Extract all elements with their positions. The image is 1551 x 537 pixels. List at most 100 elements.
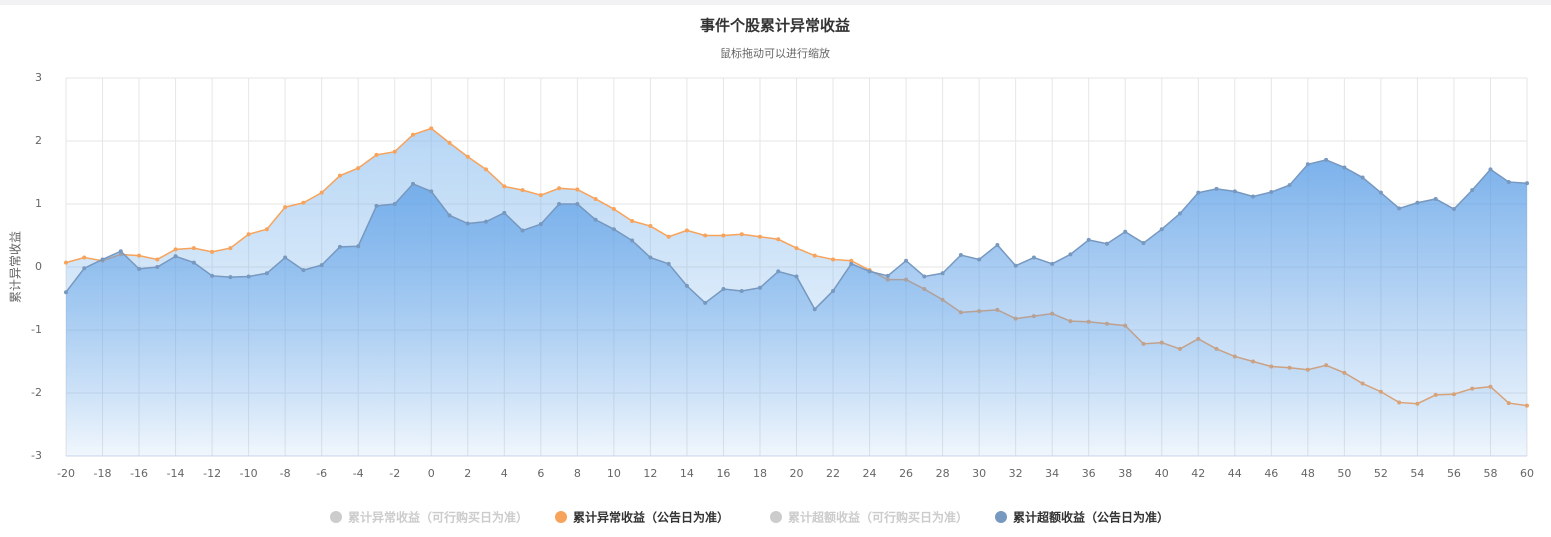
point [1086, 237, 1091, 242]
point [484, 219, 489, 224]
point [173, 247, 178, 252]
x-tick-label: 20 [790, 467, 804, 480]
point [1141, 241, 1146, 246]
legend-marker [330, 511, 342, 523]
legend-label[interactable]: 累计超额收益（公告日为准） [1013, 510, 1169, 525]
x-tick-label: -4 [353, 467, 364, 480]
x-tick-label: 34 [1045, 467, 1059, 480]
x-tick-label: -10 [240, 467, 258, 480]
point [246, 274, 251, 279]
legend-marker [995, 511, 1007, 523]
point [630, 238, 635, 243]
point [849, 258, 854, 263]
point [867, 269, 872, 274]
legend-label[interactable]: 累计异常收益（可行购买日为准） [348, 510, 528, 525]
x-tick-label: 38 [1118, 467, 1132, 480]
point [812, 307, 817, 312]
point [246, 232, 251, 237]
point [502, 184, 507, 189]
point [1013, 263, 1018, 268]
point [155, 265, 160, 269]
point [739, 232, 744, 237]
point [429, 189, 434, 194]
point [1104, 241, 1109, 246]
point [1342, 165, 1347, 170]
y-tick-label: 0 [35, 260, 42, 273]
legend-label[interactable]: 累计超额收益（可行购买日为准） [788, 510, 968, 525]
area [66, 159, 1527, 456]
point [191, 246, 196, 251]
point [155, 257, 160, 262]
point [1050, 261, 1055, 266]
y-tick-label: -1 [31, 323, 42, 336]
x-tick-label: 24 [863, 467, 877, 480]
point [794, 274, 799, 279]
point [1251, 194, 1256, 199]
point [666, 234, 671, 239]
point [1031, 255, 1036, 260]
point [82, 266, 87, 271]
x-tick-label: 54 [1410, 467, 1424, 480]
point [721, 287, 726, 292]
point [995, 242, 1000, 247]
point [283, 205, 288, 210]
x-tick-label: 6 [537, 467, 544, 480]
y-tick-label: 3 [35, 71, 42, 84]
point [557, 186, 562, 191]
point [1397, 206, 1402, 211]
point [904, 258, 909, 263]
y-axis-label: 累计异常收益 [9, 231, 23, 303]
point [831, 257, 836, 262]
x-tick-label: -14 [167, 467, 185, 480]
x-tick-label: -18 [94, 467, 112, 480]
point [100, 257, 105, 262]
chart-title: 事件个股累计异常收益 [700, 17, 850, 35]
point [538, 193, 543, 198]
x-tick-label: 52 [1374, 467, 1388, 480]
point [1178, 211, 1183, 216]
x-tick-label: 12 [643, 467, 657, 480]
point [611, 207, 616, 212]
point [757, 285, 762, 290]
x-tick-label: 16 [716, 467, 730, 480]
point [940, 271, 945, 276]
x-tick-label: 32 [1009, 467, 1023, 480]
point [776, 269, 781, 274]
point [1378, 190, 1383, 195]
point [447, 213, 452, 218]
legend-marker [555, 511, 567, 523]
x-tick-label: -12 [203, 467, 221, 480]
point [1415, 200, 1420, 205]
point [1506, 179, 1511, 184]
point [356, 166, 361, 171]
y-tick-label: 1 [35, 197, 42, 210]
x-tick-label: 8 [574, 467, 581, 480]
point [648, 224, 653, 229]
x-tick-label: -16 [130, 467, 148, 480]
point [1287, 183, 1292, 188]
point [356, 244, 361, 249]
x-tick-label: 26 [899, 467, 913, 480]
x-tick-label: 30 [972, 467, 986, 480]
x-tick-label: -20 [57, 467, 75, 480]
point [137, 253, 142, 258]
x-tick-label: 56 [1447, 467, 1461, 480]
point [575, 202, 580, 206]
point [374, 203, 379, 208]
point [465, 154, 470, 159]
x-tick-label: 42 [1191, 467, 1205, 480]
x-tick-label: 18 [753, 467, 767, 480]
legend-label[interactable]: 累计异常收益（公告日为准） [573, 510, 729, 525]
point [1470, 188, 1475, 193]
point [1433, 196, 1438, 201]
x-tick-label: 60 [1520, 467, 1534, 480]
x-tick-label: 4 [501, 467, 508, 480]
point [1324, 157, 1329, 162]
point [1451, 207, 1456, 212]
point [958, 253, 963, 258]
point [502, 210, 507, 215]
point [703, 233, 708, 238]
point [520, 228, 525, 233]
point [794, 246, 799, 251]
